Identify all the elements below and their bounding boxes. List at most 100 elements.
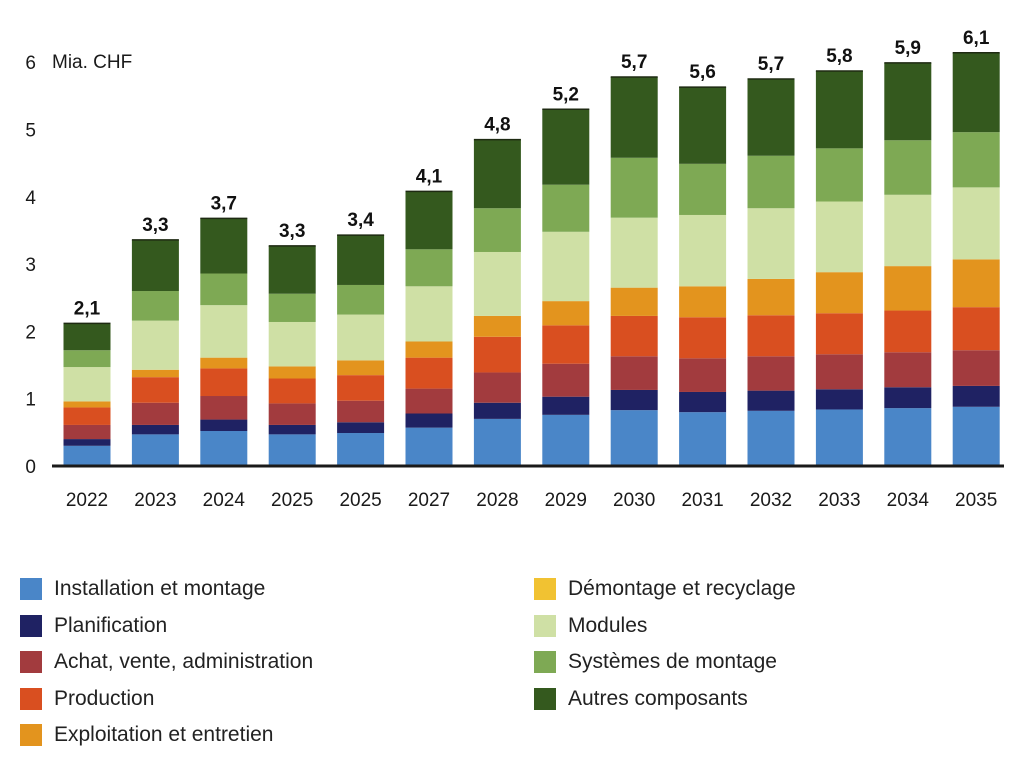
bar-segment — [268, 321, 316, 367]
bar-segment — [610, 157, 658, 218]
bar-segment — [473, 336, 521, 373]
bar-segment — [200, 396, 248, 420]
bar-segment — [952, 52, 1000, 133]
bar-segment — [337, 400, 385, 423]
bar-segment — [747, 410, 795, 466]
legend-label: Achat, vente, administration — [54, 650, 314, 674]
bar-segment — [473, 372, 521, 403]
x-tick-label: 2025 — [339, 490, 381, 511]
legend-label: Systèmes de montage — [568, 650, 777, 674]
bar-segment — [610, 287, 658, 316]
bar-segment — [200, 218, 248, 274]
stacked-bar-chart: Mia. CHF 0 1 2 3 4 5 6 2,1 3,3 3,7 3,3 3,4 4,1 4,8 5,… — [25, 28, 1004, 511]
bar-segment — [679, 412, 727, 466]
y-axis-ticks: 0 1 2 3 4 5 6 — [25, 53, 36, 478]
bar-segment — [610, 217, 658, 288]
bar-segment — [815, 389, 863, 410]
legend-label: Installation et montage — [54, 577, 266, 600]
bar-segment — [610, 389, 658, 411]
bar-total-label: 2,1 — [74, 298, 101, 319]
legend-label: Planification — [54, 613, 168, 637]
bar-segment — [268, 245, 316, 294]
y-axis-unit-label: Mia. CHF — [52, 52, 132, 73]
x-tick-label: 2028 — [476, 490, 518, 511]
legend-swatch — [534, 578, 556, 600]
bar-segment — [268, 378, 316, 404]
bar-segment — [747, 390, 795, 411]
bar-segment — [63, 367, 111, 402]
bar-segment — [131, 291, 179, 321]
bar-segment — [747, 278, 795, 316]
x-axis-ticks: 2022 2023 2024 2025 2025 2027 2028 2029 2030 2031… — [66, 490, 997, 511]
legend-label: Démontage et recyclage — [568, 577, 796, 600]
bar-segment — [473, 208, 521, 252]
x-tick-label: 2032 — [750, 490, 792, 511]
bar-segment — [405, 341, 453, 358]
y-tick-label: 4 — [25, 188, 36, 209]
bar-segment — [405, 427, 453, 466]
bar-segment — [884, 310, 932, 353]
legend-swatch — [534, 687, 556, 710]
bar-segment — [952, 307, 1000, 351]
legend-swatch — [20, 651, 42, 674]
bar-segment — [337, 422, 385, 434]
bar-segment — [131, 369, 179, 378]
x-tick-label: 2033 — [818, 490, 860, 511]
bar-segment — [405, 357, 453, 389]
y-tick-label: 5 — [25, 121, 36, 142]
bar-segment — [679, 286, 727, 318]
bar-segment — [747, 208, 795, 279]
bar-segment — [473, 315, 521, 337]
bar-segment — [405, 286, 453, 342]
bar-segment — [542, 363, 590, 397]
bar-segment — [884, 194, 932, 267]
bar-segment — [815, 201, 863, 273]
legend-item: Systèmes de montage — [534, 647, 777, 677]
bar-segment — [63, 439, 111, 446]
x-tick-label: 2025 — [271, 490, 313, 511]
bar-segment — [63, 424, 111, 440]
bar-total-label: 5,2 — [553, 84, 579, 105]
bar-segment — [542, 231, 590, 302]
bar-total-label: 5,6 — [689, 62, 715, 83]
bar-total-label: 6,1 — [963, 28, 990, 49]
bar-segment — [952, 132, 1000, 188]
legend-item: Modules — [534, 611, 647, 641]
bar-segment — [268, 434, 316, 466]
bar-segment — [679, 317, 727, 359]
bar-segment — [679, 358, 727, 392]
bar-segment — [815, 354, 863, 390]
x-tick-label: 2031 — [681, 490, 723, 511]
bar-segment — [952, 385, 1000, 407]
legend-label: Autres composants — [568, 686, 748, 710]
bar-total-label: 3,4 — [347, 210, 374, 231]
bar-segment — [815, 148, 863, 202]
bar-segment — [815, 409, 863, 466]
legend-label: Modules — [568, 613, 648, 637]
bar-segment — [679, 214, 727, 287]
bar-segment — [200, 273, 248, 306]
x-tick-label: 2022 — [66, 490, 108, 511]
bar-segment — [337, 284, 385, 315]
bar-segment — [884, 387, 932, 409]
x-tick-label: 2023 — [134, 490, 176, 511]
y-tick-label: 6 — [25, 53, 36, 74]
bar-total-label: 3,3 — [279, 221, 305, 242]
y-tick-label: 2 — [25, 322, 36, 343]
bar-segment — [200, 357, 248, 369]
bar-segment — [268, 403, 316, 425]
bar-segment — [679, 163, 727, 215]
y-tick-label: 1 — [25, 390, 36, 411]
bar-segment — [542, 396, 590, 415]
bar-total-label: 3,3 — [142, 215, 168, 236]
legend-item: Production — [20, 684, 154, 714]
legend-swatch — [534, 651, 556, 674]
bar-segment — [131, 320, 179, 370]
legend-swatch — [534, 614, 556, 637]
bar-segment — [679, 391, 727, 413]
legend-item: Exploitation et entretien — [20, 720, 273, 750]
bar-segment — [542, 325, 590, 364]
bar-segment — [815, 70, 863, 149]
bar-segment — [610, 410, 658, 466]
x-tick-label: 2029 — [545, 490, 587, 511]
